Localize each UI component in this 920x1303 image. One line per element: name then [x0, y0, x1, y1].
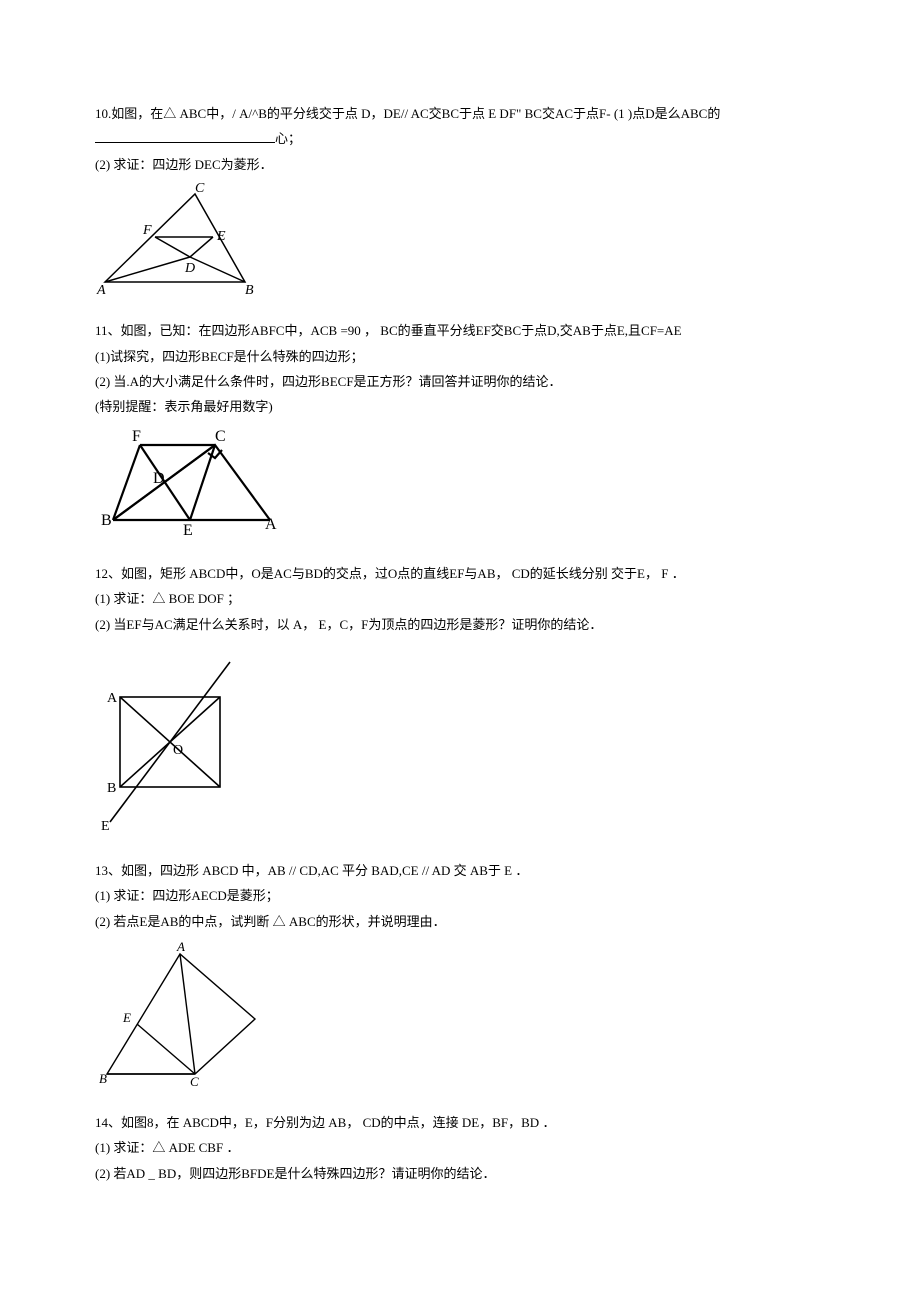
q11-line4: (特别提醒：表示角最好用数字) [95, 395, 840, 418]
svg-text:B: B [107, 781, 116, 796]
q11-line3: (2) 当.A的大小满足什么条件时，四边形BECF是正方形？请回答并证明你的结论… [95, 370, 840, 393]
svg-text:E: E [101, 819, 110, 834]
q14-line1: 14、如图8，在 ABCD中，E，F分别为边 AB， CD的中点，连接 DE，B… [95, 1111, 840, 1134]
svg-text:D: D [153, 470, 165, 487]
svg-text:E: E [216, 229, 226, 244]
problem-12: 12、如图，矩形 ABCD中，O是AC与BD的交点，过O点的直线EF与AB， C… [95, 562, 840, 837]
svg-text:O: O [173, 743, 183, 758]
q11-line2: (1)试探究，四边形BECF是什么特殊的四边形； [95, 345, 840, 368]
svg-text:B: B [99, 1071, 107, 1086]
svg-text:C: C [190, 1074, 199, 1089]
q11-line1: 11、如图，已知：在四边形ABFC中，ACB =90 ， BC的垂直平分线EF交… [95, 319, 840, 342]
q13-line1: 13、如图，四边形 ABCD 中，AB // CD,AC 平分 BAD,CE /… [95, 859, 840, 882]
q10-line1: 10.如图，在△ ABC中，/ A/^B的平分线交于点 D，DE// AC交BC… [95, 106, 720, 121]
svg-text:A: A [107, 691, 118, 706]
svg-text:F: F [132, 428, 141, 445]
problem-13: 13、如图，四边形 ABCD 中，AB // CD,AC 平分 BAD,CE /… [95, 859, 840, 1089]
figure-11: B A C F E D [95, 425, 840, 540]
problem-11: 11、如图，已知：在四边形ABFC中，ACB =90 ， BC的垂直平分线EF交… [95, 319, 840, 540]
q12-line2: (1) 求证：△ BOE DOF ； [95, 587, 840, 610]
svg-text:A: A [176, 939, 185, 954]
svg-text:C: C [195, 182, 205, 196]
svg-text:A: A [96, 283, 106, 297]
q10-blank-suffix: 心； [275, 131, 301, 146]
figure-12: A B O E [95, 642, 840, 837]
q14-line2: (1) 求证：△ ADE CBF ． [95, 1136, 840, 1159]
svg-text:E: E [122, 1010, 131, 1025]
figure-10: A B C F E D [95, 182, 840, 297]
figure-13: B C A E [95, 939, 840, 1089]
svg-text:B: B [245, 283, 254, 297]
svg-text:E: E [183, 522, 193, 539]
q10-line2: (2) 求证：四边形 DEC为菱形． [95, 153, 840, 176]
q12-line3: (2) 当EF与AC满足什么关系时，以 A， E，C，F为顶点的四边形是菱形？证… [95, 613, 840, 636]
svg-text:D: D [184, 261, 195, 276]
problem-10: 10.如图，在△ ABC中，/ A/^B的平分线交于点 D，DE// AC交BC… [95, 102, 840, 297]
q13-line3: (2) 若点E是AB的中点，试判断 △ ABC的形状，并说明理由． [95, 910, 840, 933]
problem-14: 14、如图8，在 ABCD中，E，F分别为边 AB， CD的中点，连接 DE，B… [95, 1111, 840, 1185]
svg-text:C: C [215, 428, 226, 445]
q14-line3: (2) 若AD _ BD，则四边形BFDE是什么特殊四边形？请证明你的结论． [95, 1162, 840, 1185]
q12-line1: 12、如图，矩形 ABCD中，O是AC与BD的交点，过O点的直线EF与AB， C… [95, 562, 840, 585]
svg-text:F: F [142, 223, 152, 238]
svg-text:B: B [101, 512, 112, 529]
q10-blank [95, 129, 275, 143]
q13-line2: (1) 求证：四边形AECD是菱形； [95, 884, 840, 907]
svg-text:A: A [265, 516, 277, 533]
